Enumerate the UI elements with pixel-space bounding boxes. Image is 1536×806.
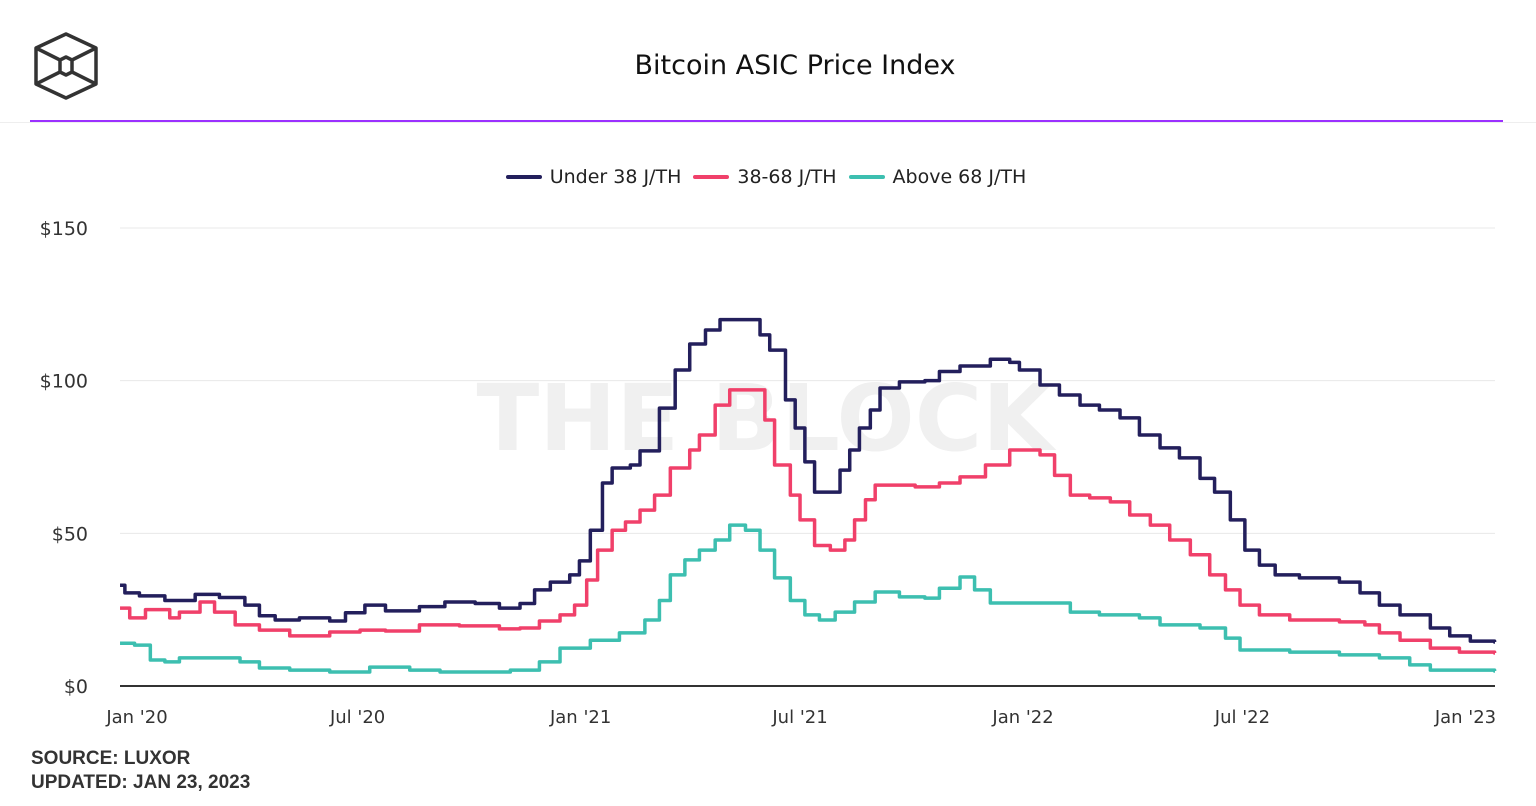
x-tick-label: Jan '20 bbox=[105, 707, 167, 728]
updated-note: UPDATED: JAN 23, 2023 bbox=[31, 772, 251, 793]
legend-swatch bbox=[693, 175, 730, 179]
x-tick-label: Jan '22 bbox=[991, 707, 1053, 728]
x-tick-label: Jan '21 bbox=[549, 707, 611, 728]
legend-label: 38-68 J/TH bbox=[737, 166, 837, 188]
x-tick-label: Jul '21 bbox=[771, 707, 827, 728]
series-line-2 bbox=[120, 388, 1497, 655]
y-tick-label: $0 bbox=[64, 676, 88, 698]
header-divider bbox=[0, 122, 1536, 123]
accent-rule bbox=[30, 120, 1503, 122]
legend-item-38-68[interactable]: 38-68 J/TH bbox=[693, 166, 837, 188]
legend: Under 38 J/TH 38-68 J/TH Above 68 J/TH bbox=[0, 166, 1532, 188]
legend-item-under-38[interactable]: Under 38 J/TH bbox=[505, 166, 682, 188]
legend-swatch bbox=[848, 175, 885, 179]
legend-item-above-68[interactable]: Above 68 J/TH bbox=[848, 166, 1027, 188]
y-tick-label: $100 bbox=[40, 371, 88, 393]
legend-label: Under 38 J/TH bbox=[549, 166, 682, 188]
y-tick-label: $50 bbox=[52, 523, 88, 545]
series-line-1 bbox=[120, 317, 1497, 644]
series-line-3 bbox=[120, 523, 1497, 674]
source-note: SOURCE: LUXOR bbox=[31, 748, 191, 769]
chart-title: Bitcoin ASIC Price Index bbox=[634, 50, 956, 81]
legend-swatch bbox=[505, 175, 542, 179]
x-tick-label: Jul '22 bbox=[1214, 707, 1270, 728]
x-tick-label: Jan '23 bbox=[1434, 707, 1496, 728]
the-block-logo bbox=[34, 32, 98, 100]
y-tick-label: $150 bbox=[40, 218, 88, 240]
legend-label: Above 68 J/TH bbox=[892, 166, 1027, 188]
x-tick-label: Jul '20 bbox=[329, 707, 385, 728]
